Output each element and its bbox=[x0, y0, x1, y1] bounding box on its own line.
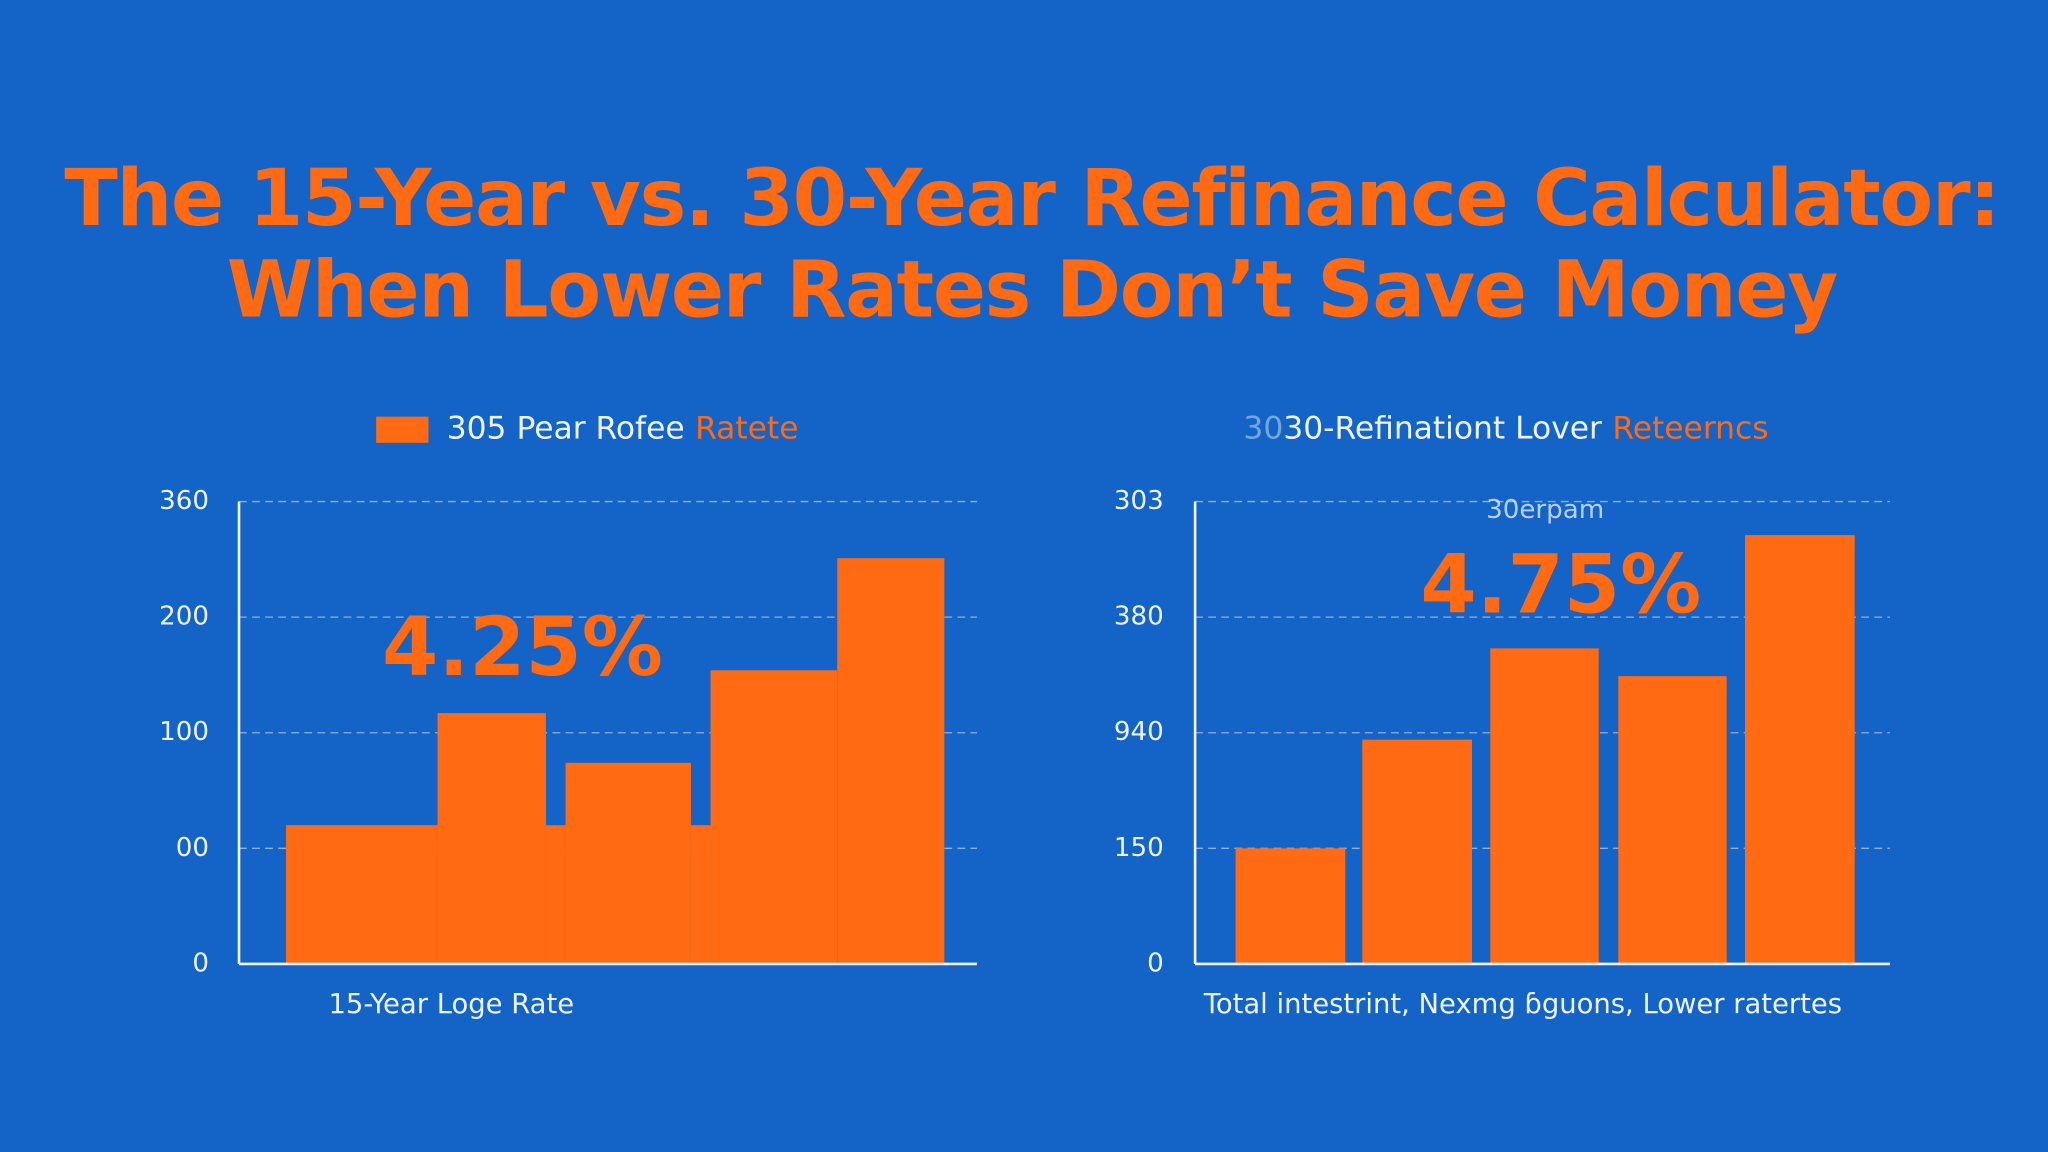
bar bbox=[690, 825, 711, 964]
legend-text: 305 Pear Rofee bbox=[447, 411, 685, 447]
x-axis-label: 15-Year Loge Rate bbox=[328, 989, 574, 1020]
bar bbox=[1744, 535, 1855, 964]
bar bbox=[1618, 676, 1727, 964]
annotation: 4.75% bbox=[1420, 538, 1701, 632]
legend-prefix: 30 bbox=[1243, 411, 1283, 447]
legend-text: 30-Refinationt Lover bbox=[1283, 411, 1602, 447]
y-tick-label: 150 bbox=[1114, 833, 1164, 863]
legend-swatch bbox=[376, 416, 429, 443]
title-line: When Lower Rates Don’t Save Money bbox=[227, 245, 1837, 336]
legend: 305 Pear Rofee Ratete bbox=[447, 411, 799, 447]
annotation: 4.25% bbox=[382, 601, 663, 695]
bar bbox=[837, 558, 945, 964]
y-tick-label: 0 bbox=[1147, 948, 1164, 978]
y-tick-label: 360 bbox=[159, 486, 209, 516]
y-tick-label: 0 bbox=[192, 948, 209, 978]
y-tick-label: 940 bbox=[1114, 717, 1164, 747]
chart-subtitle: 30erpam bbox=[1486, 495, 1604, 525]
bar bbox=[545, 825, 566, 964]
title-line: The 15-Year vs. 30-Year Refinance Calcul… bbox=[64, 153, 1999, 244]
legend-highlight: Reteerncs bbox=[1612, 411, 1768, 447]
bar bbox=[1490, 648, 1599, 964]
y-tick-label: 200 bbox=[159, 602, 209, 632]
y-tick-label: 380 bbox=[1114, 602, 1164, 632]
bar bbox=[565, 762, 691, 964]
legend-highlight: Ratete bbox=[695, 411, 798, 447]
bar bbox=[437, 713, 546, 964]
bar bbox=[710, 670, 838, 964]
y-tick-label: 00 bbox=[176, 833, 209, 863]
y-tick-label: 100 bbox=[159, 717, 209, 747]
legend: 3030-Refinationt Lover Reteerncs bbox=[1243, 411, 1768, 447]
bar bbox=[1362, 739, 1472, 964]
y-tick-label: 303 bbox=[1114, 486, 1164, 516]
x-axis-label: Total intestrint, Nexmg ɓguons, Lower ra… bbox=[1203, 989, 1842, 1020]
bar bbox=[286, 825, 438, 964]
bar bbox=[1235, 848, 1346, 964]
